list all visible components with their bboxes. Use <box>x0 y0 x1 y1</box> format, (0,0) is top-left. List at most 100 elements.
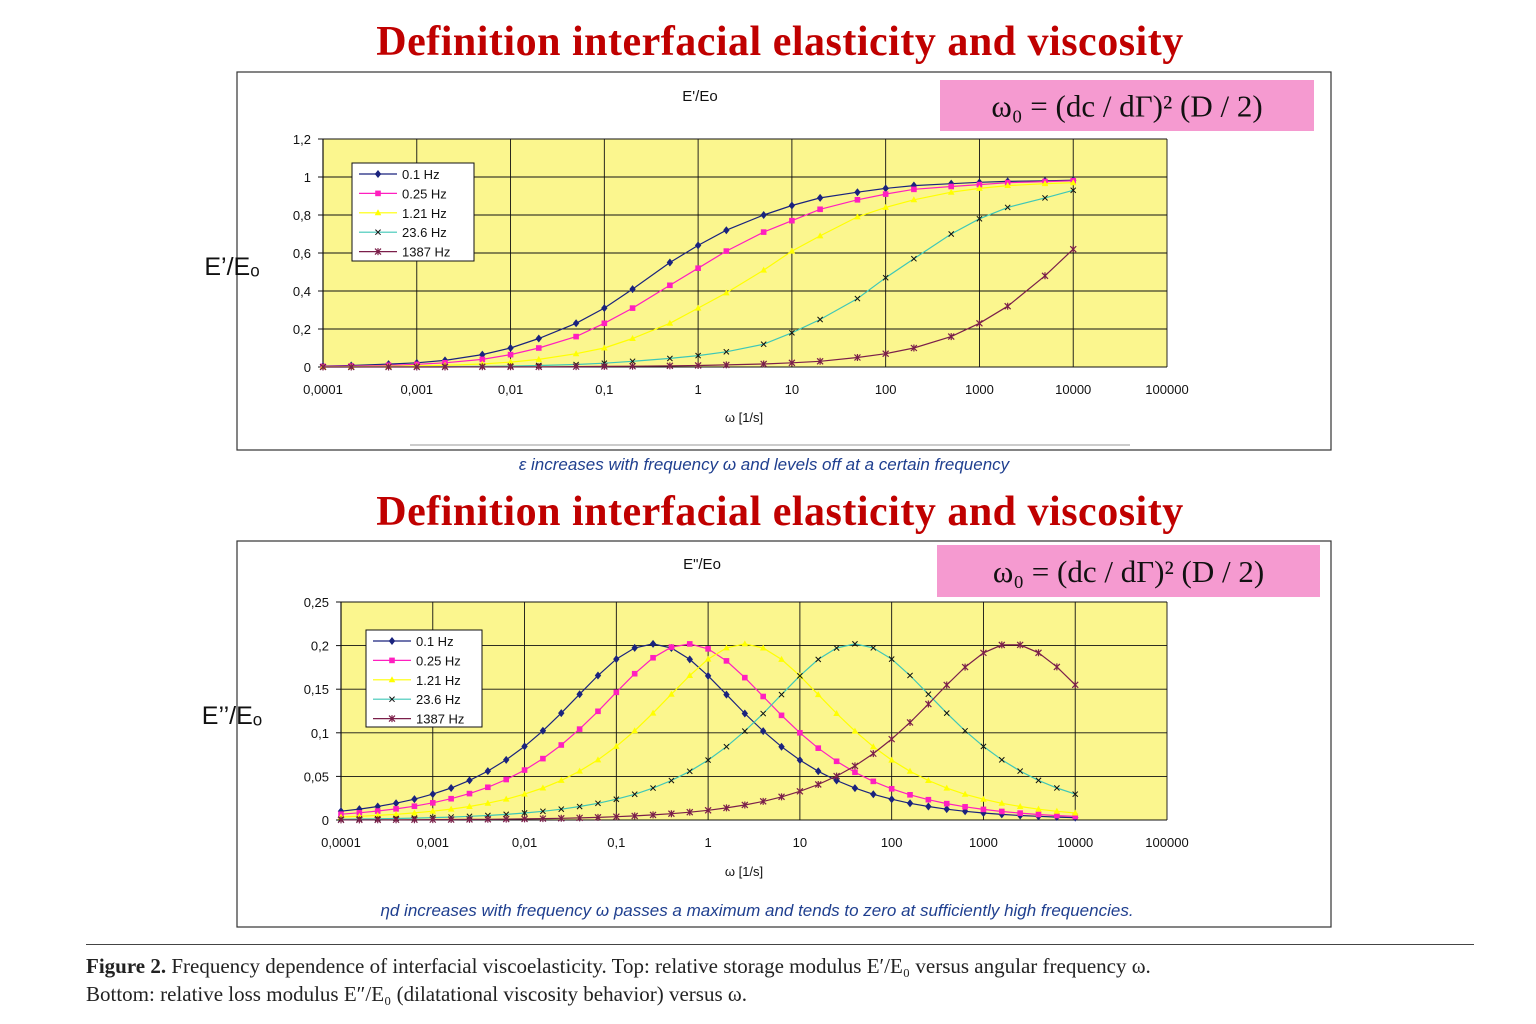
x-tick-label: 0,01 <box>512 835 537 850</box>
x-tick-label: 0,0001 <box>321 835 361 850</box>
data-point <box>947 188 955 195</box>
data-point <box>411 795 418 804</box>
data-point <box>925 691 932 698</box>
data-point <box>613 796 620 803</box>
data-point <box>723 658 730 664</box>
data-point <box>1053 663 1061 671</box>
data-point <box>521 790 528 797</box>
y-tick-label: 0,4 <box>293 284 311 299</box>
data-point <box>1004 204 1011 211</box>
x-tick-label: 1 <box>704 835 711 850</box>
data-point <box>1041 272 1049 280</box>
data-point <box>870 790 877 799</box>
data-point <box>814 780 822 788</box>
data-point <box>882 350 890 358</box>
data-point <box>595 800 601 807</box>
data-point <box>980 649 987 657</box>
data-point <box>429 816 437 824</box>
legend-label: 0.25 Hz <box>416 653 461 668</box>
data-point <box>925 796 932 803</box>
heading-bottom: Definition interfacial elasticity and vi… <box>376 489 1184 535</box>
data-point <box>484 799 492 806</box>
data-point <box>429 800 436 806</box>
data-point <box>815 656 822 663</box>
data-point <box>572 319 580 328</box>
series-1-21-hz <box>337 640 1079 820</box>
data-point <box>980 795 987 802</box>
x-tick-label: 100 <box>875 382 897 397</box>
x-tick-label: 0,1 <box>607 835 625 850</box>
y-tick-label: 0,8 <box>293 208 311 223</box>
data-point <box>797 729 803 736</box>
chart-note: ε increases with frequency ω and levels … <box>519 455 1011 474</box>
data-point <box>788 329 795 336</box>
y-axis-label: E’’/Eₒ <box>202 702 262 730</box>
formula-box <box>940 80 1314 131</box>
data-point <box>411 803 418 809</box>
x-tick-label: 100000 <box>1145 382 1188 397</box>
data-point <box>594 813 602 821</box>
data-point <box>540 755 546 762</box>
data-point <box>907 672 913 679</box>
data-point <box>668 644 675 650</box>
legend-marker <box>375 190 381 197</box>
chart-title: E'/Eo <box>682 88 717 105</box>
data-point <box>539 784 547 791</box>
data-point <box>429 790 436 799</box>
data-point <box>888 735 896 743</box>
data-point <box>882 274 889 281</box>
data-point <box>722 361 730 369</box>
legend-marker <box>388 637 396 645</box>
data-point <box>613 689 620 696</box>
storage-modulus-chart: E'/Eo ω₀ = (dc / dΓ)² (D / 2) 0 0,2 0,4 0,6 0,… <box>204 71 1332 474</box>
data-point <box>854 213 861 220</box>
legend-label: 23.6 Hz <box>402 225 447 240</box>
x-tick-label: 10000 <box>1055 382 1091 397</box>
data-point <box>882 203 889 210</box>
data-point <box>535 334 542 343</box>
data-point <box>535 345 542 351</box>
data-point <box>815 745 822 751</box>
data-point <box>851 762 859 770</box>
formula-badge: ω₀ = (dc / dΓ)² (D / 2) <box>940 80 1314 131</box>
data-point <box>723 248 730 254</box>
data-point <box>667 282 673 289</box>
caption-divider <box>86 944 1474 945</box>
data-point <box>943 800 950 807</box>
data-point <box>778 691 785 698</box>
data-point <box>666 355 673 362</box>
data-point <box>594 671 602 680</box>
data-point <box>319 363 327 371</box>
data-point <box>906 799 914 808</box>
data-point <box>595 708 601 715</box>
y-tick-label: 0 <box>322 813 329 828</box>
data-point <box>910 255 917 262</box>
data-point <box>962 804 968 810</box>
data-point <box>631 791 638 798</box>
data-point <box>1016 803 1024 810</box>
x-tick-label: 0,001 <box>401 382 434 397</box>
legend-label: 1.21 Hz <box>416 673 461 688</box>
heading-top: Definition interfacial elasticity and vi… <box>376 19 1184 65</box>
data-point <box>337 816 345 824</box>
data-point <box>613 742 620 749</box>
x-axis-label: ω [1/s] <box>725 410 763 425</box>
data-point <box>667 810 675 818</box>
data-point <box>759 644 767 651</box>
data-point <box>760 360 768 368</box>
legend-marker <box>374 170 382 178</box>
data-point <box>1054 812 1060 819</box>
data-point <box>948 231 955 237</box>
data-point <box>686 671 694 678</box>
data-point <box>723 743 730 750</box>
data-point <box>507 351 514 358</box>
series-1387-hz <box>319 245 1077 371</box>
data-point <box>478 363 486 371</box>
data-point <box>907 791 913 798</box>
data-point <box>666 362 674 370</box>
data-point <box>910 196 918 203</box>
data-point <box>943 710 950 717</box>
data-point <box>815 767 822 776</box>
data-point <box>594 756 602 763</box>
data-point <box>723 348 730 355</box>
